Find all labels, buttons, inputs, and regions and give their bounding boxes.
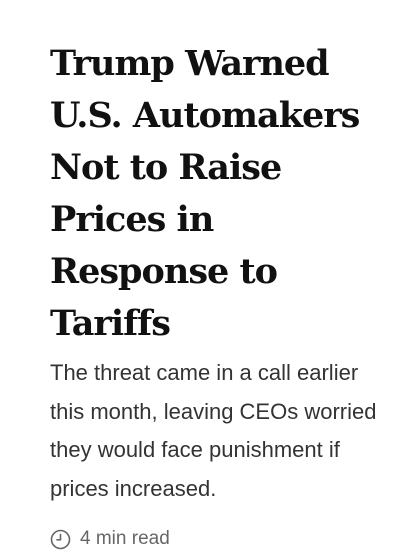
article-summary: The threat came in a call earlier this m… — [50, 360, 377, 501]
clock-icon — [50, 529, 71, 550]
article-headline[interactable]: Trump Warned U.S. Automakers Not to Rais… — [50, 43, 360, 344]
read-time-label: 4 min read — [80, 528, 170, 549]
read-time: 4 min read — [50, 528, 390, 550]
article-card[interactable]: Trump Warned U.S. Automakers Not to Rais… — [50, 38, 390, 550]
